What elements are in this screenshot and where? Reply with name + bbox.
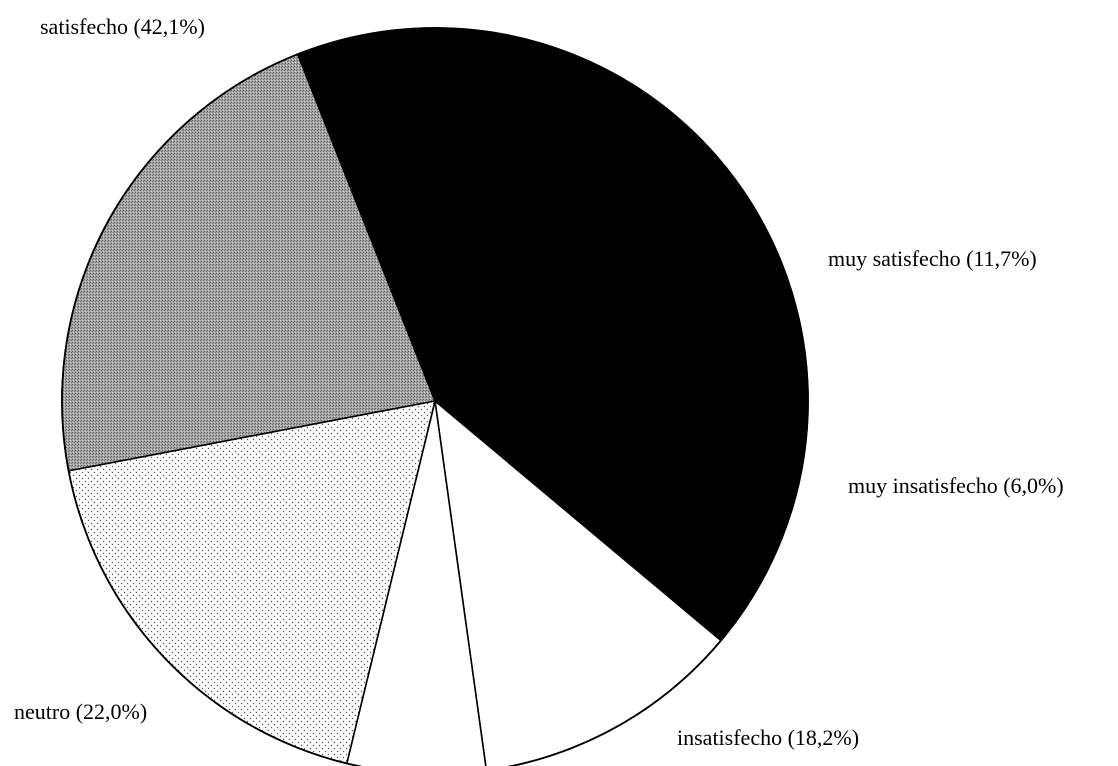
pie-outline — [61, 27, 809, 766]
label-neutro: neutro (22,0%) — [14, 699, 147, 724]
label-insatisfecho: insatisfecho (18,2%) — [677, 725, 859, 750]
label-muy-satisfecho: muy satisfecho (11,7%) — [828, 246, 1037, 271]
label-muy-insatisfecho: muy insatisfecho (6,0%) — [848, 473, 1064, 498]
label-satisfecho: satisfecho (42,1%) — [40, 14, 205, 39]
